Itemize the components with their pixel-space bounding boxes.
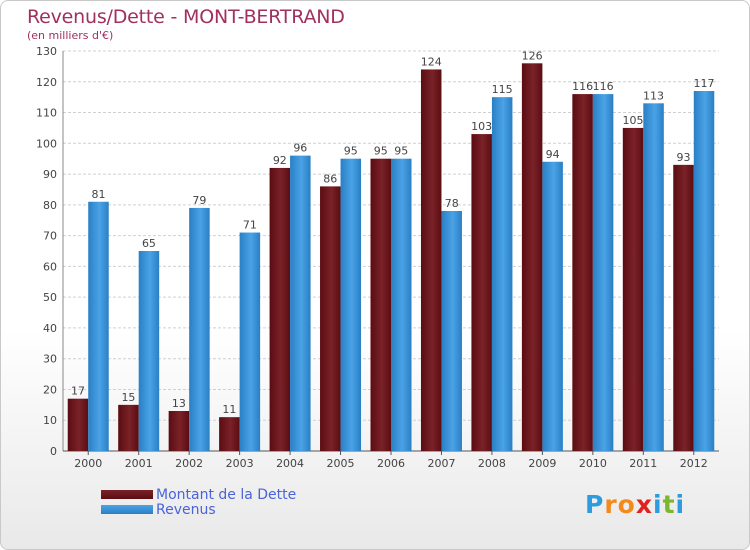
logo-letter: i <box>675 490 686 519</box>
revenue-bar <box>189 207 210 451</box>
y-tick-label: 110 <box>36 107 57 120</box>
legend-item-revenue: Revenus <box>101 501 296 518</box>
revenue-bar <box>693 91 715 451</box>
debt-value-label: 124 <box>421 55 442 68</box>
chart-title: Revenus/Dette - MONT-BERTRAND <box>27 6 345 28</box>
debt-value-label: 15 <box>121 391 135 404</box>
debt-bar <box>219 417 240 451</box>
revenue-bar <box>138 251 160 451</box>
debt-value-label: 116 <box>572 80 593 93</box>
revenue-bar <box>491 97 513 452</box>
x-tick-label: 2006 <box>377 457 405 470</box>
proxiti-logo: Proxiti <box>585 490 685 519</box>
debt-value-label: 17 <box>71 385 85 398</box>
debt-value-label: 126 <box>522 49 543 62</box>
y-tick-label: 30 <box>43 353 57 366</box>
y-tick-label: 20 <box>43 383 57 396</box>
revenue-bar <box>239 232 261 451</box>
revenue-value-label: 79 <box>192 194 206 207</box>
revenue-bar <box>592 94 614 452</box>
y-tick-label: 90 <box>43 168 57 181</box>
debt-bar <box>622 127 644 451</box>
y-tick-label: 120 <box>36 76 57 89</box>
revenue-value-label: 115 <box>492 83 513 96</box>
debt-value-label: 105 <box>623 114 644 127</box>
revenue-value-label: 117 <box>694 77 715 90</box>
x-tick-label: 2012 <box>680 457 708 470</box>
revenue-bar <box>391 158 412 451</box>
debt-value-label: 13 <box>172 397 186 410</box>
legend-item-debt: Montant de la Dette <box>101 486 297 503</box>
revenue-value-label: 94 <box>546 148 560 161</box>
legend-swatch-revenue <box>101 505 153 514</box>
debt-bar <box>320 186 341 451</box>
x-tick-label: 2010 <box>579 457 607 470</box>
x-tick-label: 2000 <box>74 457 102 470</box>
debt-bar <box>269 167 291 451</box>
x-tick-label: 2005 <box>327 457 355 470</box>
y-tick-label: 50 <box>43 291 57 304</box>
revenue-value-label: 81 <box>91 188 105 201</box>
revenue-bar <box>441 211 462 451</box>
debt-bar <box>673 164 694 451</box>
revenue-value-label: 95 <box>394 145 408 158</box>
x-tick-label: 2011 <box>629 457 657 470</box>
x-tick-label: 2008 <box>478 457 506 470</box>
legend: Montant de la Dette Revenus <box>101 486 297 518</box>
revenue-value-label: 116 <box>593 80 614 93</box>
debt-bar <box>572 94 593 452</box>
debt-value-label: 11 <box>222 403 236 416</box>
y-tick-label: 60 <box>43 260 57 273</box>
legend-label-debt: Montant de la Dette <box>156 486 297 503</box>
y-tick-label: 10 <box>43 414 57 427</box>
logo-letter: o <box>617 490 636 519</box>
revenue-value-label: 78 <box>445 197 459 210</box>
debt-value-label: 93 <box>677 151 691 164</box>
chart-subtitle: (en milliers d'€) <box>27 29 114 42</box>
revenue-bar <box>88 201 109 451</box>
revenue-bar <box>542 161 563 451</box>
x-tick-label: 2009 <box>528 457 556 470</box>
debt-value-label: 103 <box>471 120 492 133</box>
debt-bar <box>521 63 543 452</box>
debt-bar <box>420 69 442 451</box>
revenue-bar <box>340 158 362 451</box>
revenue-value-label: 96 <box>293 142 307 155</box>
debt-value-label: 95 <box>374 145 388 158</box>
revenue-value-label: 113 <box>643 89 664 102</box>
x-tick-label: 2007 <box>427 457 455 470</box>
y-tick-label: 40 <box>43 322 57 335</box>
revenue-bar <box>290 155 311 451</box>
revenue-bar <box>643 103 664 452</box>
legend-swatch-debt <box>101 490 153 499</box>
logo-letter: r <box>604 490 618 519</box>
y-tick-label: 70 <box>43 230 57 243</box>
y-tick-label: 0 <box>50 445 57 458</box>
x-tick-label: 2001 <box>125 457 153 470</box>
x-tick-label: 2004 <box>276 457 304 470</box>
debt-bar <box>118 404 139 451</box>
x-tick-label: 2003 <box>226 457 254 470</box>
debt-bar <box>168 411 190 451</box>
revenue-value-label: 71 <box>243 219 257 232</box>
debt-bar <box>471 134 492 452</box>
debt-value-label: 92 <box>273 154 287 167</box>
logo-letter: i <box>653 490 663 519</box>
debt-bar <box>370 158 391 451</box>
legend-label-revenue: Revenus <box>156 501 216 518</box>
debt-bar <box>67 398 89 451</box>
debt-value-label: 86 <box>323 172 337 185</box>
y-tick-label: 80 <box>43 199 57 212</box>
logo-letter: x <box>635 490 653 519</box>
revenue-value-label: 65 <box>142 237 156 250</box>
logo-letter: P <box>585 490 605 519</box>
logo-letter: t <box>662 490 676 519</box>
y-tick-label: 130 <box>36 45 57 58</box>
revenue-value-label: 95 <box>344 145 358 158</box>
y-tick-label: 100 <box>36 137 57 150</box>
x-tick-label: 2002 <box>175 457 203 470</box>
